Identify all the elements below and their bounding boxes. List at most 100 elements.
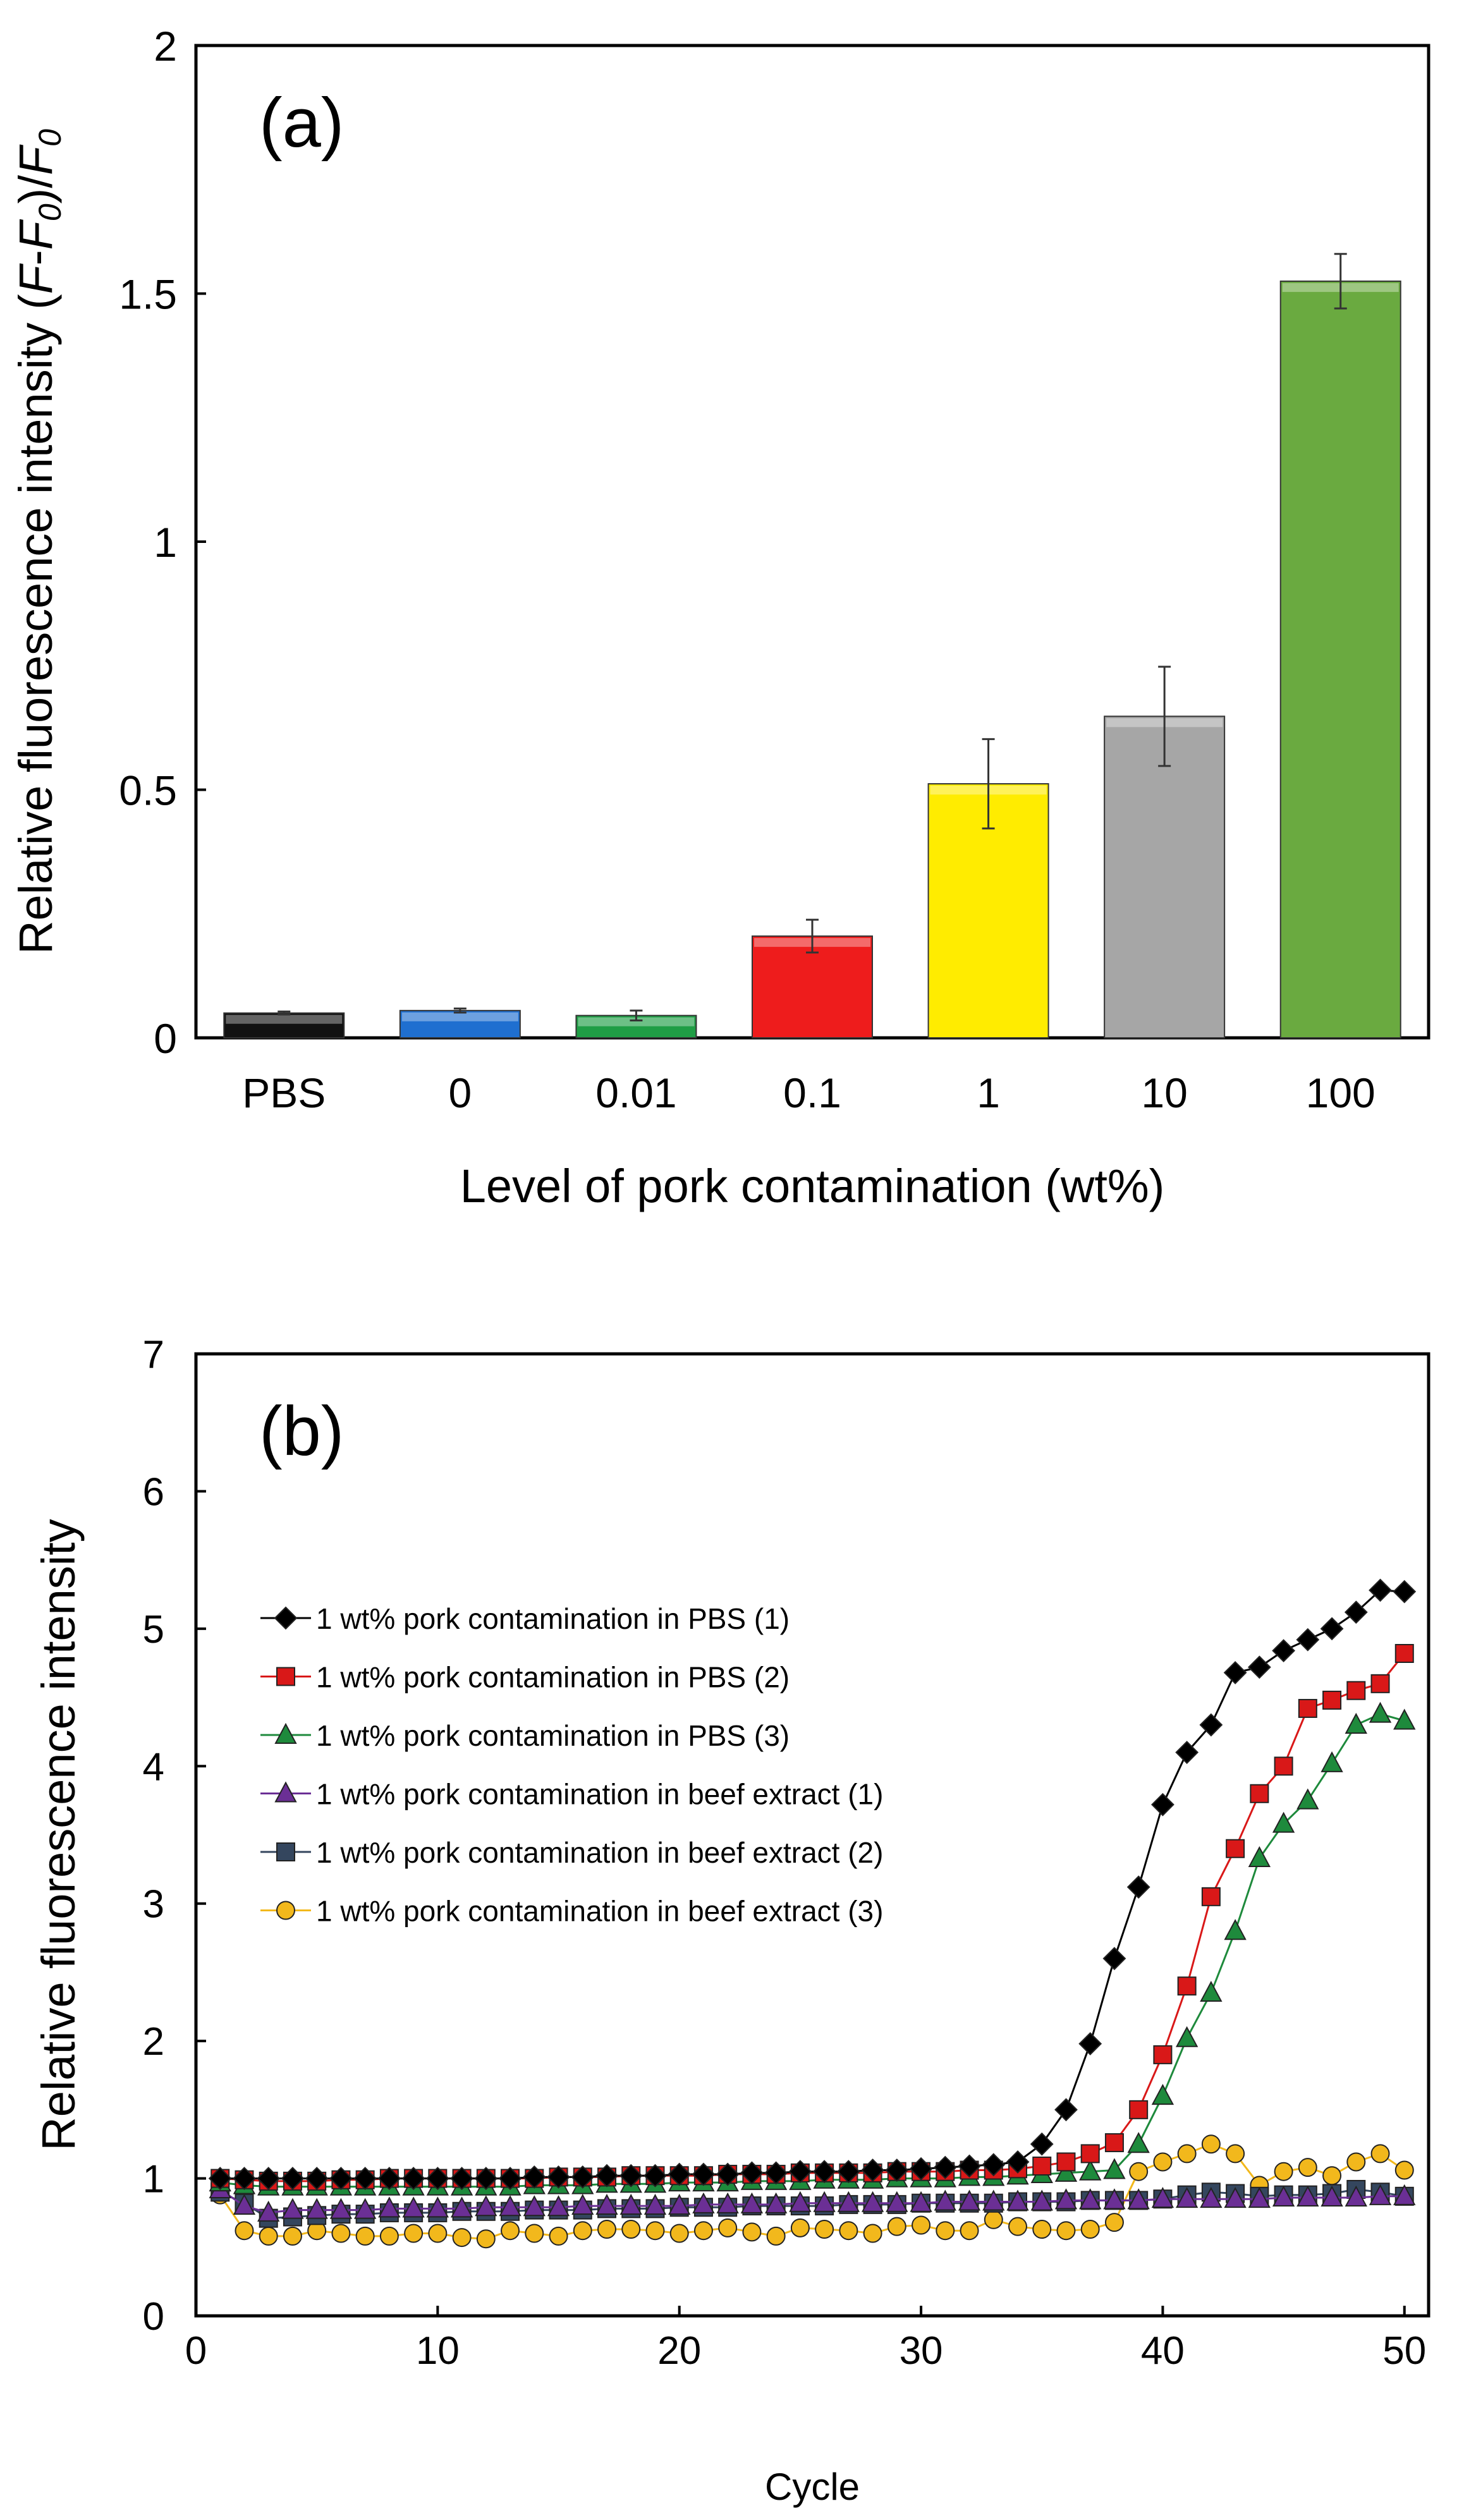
data-point: [742, 2222, 762, 2242]
data-point: [1223, 1661, 1247, 1684]
data-point: [522, 2165, 546, 2189]
data-point: [692, 2192, 715, 2213]
data-point: [1226, 1839, 1245, 1858]
data-point: [764, 2161, 788, 2185]
data-point: [619, 2164, 643, 2188]
panel-a-y-tick-label: 1.5: [119, 271, 177, 318]
data-point: [1177, 1976, 1197, 1996]
data-point: [1153, 2152, 1173, 2172]
bar-1: [927, 738, 1049, 1038]
panel-b-x-tick-label: 10: [416, 2329, 460, 2373]
panel-a-y-ticks: 0 0.5 1 1.5 2: [119, 23, 206, 1062]
data-point: [547, 2165, 570, 2189]
data-point: [1030, 2189, 1053, 2211]
data-point: [1175, 2026, 1199, 2047]
panel-a-bars: [223, 253, 1401, 1039]
data-point: [839, 2221, 858, 2241]
data-point: [644, 2193, 667, 2215]
data-point: [1201, 1887, 1221, 1906]
data-point: [910, 2191, 932, 2212]
data-point: [1103, 2188, 1126, 2210]
data-point: [740, 2192, 764, 2213]
data-point: [887, 2217, 906, 2236]
data-point: [1199, 1713, 1223, 1737]
data-point: [331, 2224, 351, 2243]
data-point: [571, 2165, 595, 2189]
panel-a-x-axis-label: Level of pork contamination (wt%): [460, 1160, 1165, 1212]
data-point: [404, 2224, 424, 2243]
data-point: [668, 2162, 692, 2186]
data-point: [1224, 1919, 1247, 1940]
data-point: [1151, 2187, 1174, 2208]
bar-10: [1104, 666, 1226, 1038]
data-point: [379, 2226, 399, 2246]
panel-b-y-ticks: 0 1 2 3 4 5 6 7: [143, 1333, 206, 2339]
data-point: [933, 2155, 957, 2179]
data-point: [1056, 2221, 1076, 2241]
data-point: [450, 2196, 473, 2218]
data-point: [1369, 1578, 1392, 1602]
panel-b-x-tick-label: 50: [1382, 2329, 1426, 2373]
data-point: [861, 2158, 885, 2182]
data-point: [1274, 2162, 1293, 2181]
panel-b-x-tick-label: 20: [657, 2329, 701, 2373]
data-point: [1322, 2166, 1342, 2186]
data-point: [1175, 2187, 1199, 2208]
data-point: [1296, 1788, 1319, 1810]
legend-marker: [274, 1722, 297, 1744]
data-point: [1030, 2132, 1054, 2156]
data-point: [1008, 2217, 1027, 2236]
data-point: [619, 2193, 642, 2215]
data-point: [645, 2221, 665, 2241]
panel-b-y-tick-label: 4: [143, 1745, 164, 1789]
data-point: [718, 2218, 738, 2237]
data-point: [1153, 2045, 1173, 2064]
panel-b-x-tick-label: 0: [185, 2329, 207, 2373]
data-point: [281, 2198, 304, 2219]
data-point: [1344, 1600, 1368, 1624]
data-point: [257, 2200, 280, 2222]
panel-a-x-tick-label: 0: [448, 1069, 472, 1116]
data-point: [837, 2191, 860, 2212]
data-point: [1322, 1690, 1342, 1710]
panel-b-plot-frame: [194, 1352, 1430, 2318]
data-point: [1054, 2188, 1078, 2210]
data-point: [402, 2196, 425, 2218]
legend-marker: [276, 1901, 295, 1920]
panel-a-x-tick-label: 0.1: [783, 1069, 841, 1116]
data-point: [1129, 2162, 1149, 2181]
data-point: [571, 2193, 594, 2215]
data-point: [1393, 2184, 1416, 2205]
bar-0.01: [575, 1009, 697, 1039]
data-point: [1369, 2184, 1392, 2205]
data-point: [716, 2192, 739, 2213]
panel-a-x-tick-label: PBS: [242, 1069, 326, 1116]
panel-a-plot-frame: [194, 44, 1430, 1040]
legend-marker: [274, 1781, 297, 1803]
data-point: [1274, 1756, 1293, 1776]
data-point: [788, 2160, 812, 2184]
data-point: [425, 2167, 449, 2190]
legend-marker: [274, 1606, 298, 1630]
data-point: [789, 2191, 812, 2212]
data-point: [525, 2224, 544, 2243]
data-point: [934, 2189, 956, 2211]
data-point: [885, 2158, 909, 2182]
legend-item-2: 1 wt% pork contamination in PBS (2): [260, 1661, 790, 1694]
panel-a-x-tick-label: 100: [1306, 1069, 1376, 1116]
data-point: [547, 2195, 570, 2217]
data-point: [863, 2224, 882, 2243]
legend-label: 1 wt% pork contamination in beef extract…: [316, 1895, 883, 1928]
bar-highlight: [401, 1012, 518, 1021]
data-point: [958, 2189, 981, 2211]
series-1: [208, 1578, 1417, 2190]
legend-label: 1 wt% pork contamination in beef extract…: [316, 1778, 883, 1811]
data-point: [595, 2193, 618, 2215]
data-point: [1320, 1617, 1344, 1641]
data-point: [499, 2195, 522, 2217]
panel-b-series: [208, 1578, 1417, 2249]
data-point: [476, 2229, 496, 2249]
legend-item-6: 1 wt% pork contamination in beef extract…: [260, 1895, 883, 1928]
panel-b-y-tick-label: 2: [143, 2020, 164, 2064]
data-point: [257, 2167, 281, 2190]
